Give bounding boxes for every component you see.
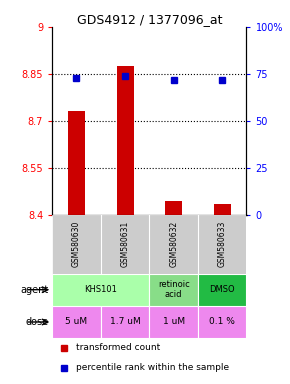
Bar <box>149 306 198 338</box>
Text: percentile rank within the sample: percentile rank within the sample <box>75 363 229 372</box>
Text: DMSO: DMSO <box>209 285 235 294</box>
Bar <box>52 215 101 273</box>
Bar <box>149 215 198 273</box>
Bar <box>198 273 246 306</box>
Text: 1.7 uM: 1.7 uM <box>110 318 140 326</box>
Bar <box>165 201 182 215</box>
Text: GSM580631: GSM580631 <box>121 221 130 267</box>
Bar <box>117 66 134 215</box>
Text: GSM580632: GSM580632 <box>169 221 178 267</box>
Text: 1 uM: 1 uM <box>163 318 185 326</box>
Text: retinoic
acid: retinoic acid <box>158 280 189 299</box>
Bar <box>68 111 85 215</box>
Bar <box>52 306 101 338</box>
Text: KHS101: KHS101 <box>84 285 117 294</box>
Bar <box>149 273 198 306</box>
Bar <box>101 215 149 273</box>
Bar <box>52 273 149 306</box>
Text: GSM580633: GSM580633 <box>218 221 227 267</box>
Text: GSM580630: GSM580630 <box>72 221 81 267</box>
Bar <box>214 204 231 215</box>
Title: GDS4912 / 1377096_at: GDS4912 / 1377096_at <box>77 13 222 26</box>
Bar <box>101 306 149 338</box>
Text: transformed count: transformed count <box>75 343 160 352</box>
Bar <box>198 306 246 338</box>
Text: 5 uM: 5 uM <box>66 318 88 326</box>
Text: agent: agent <box>20 285 48 295</box>
Text: 0.1 %: 0.1 % <box>209 318 235 326</box>
Bar <box>198 215 246 273</box>
Text: dose: dose <box>25 317 48 327</box>
